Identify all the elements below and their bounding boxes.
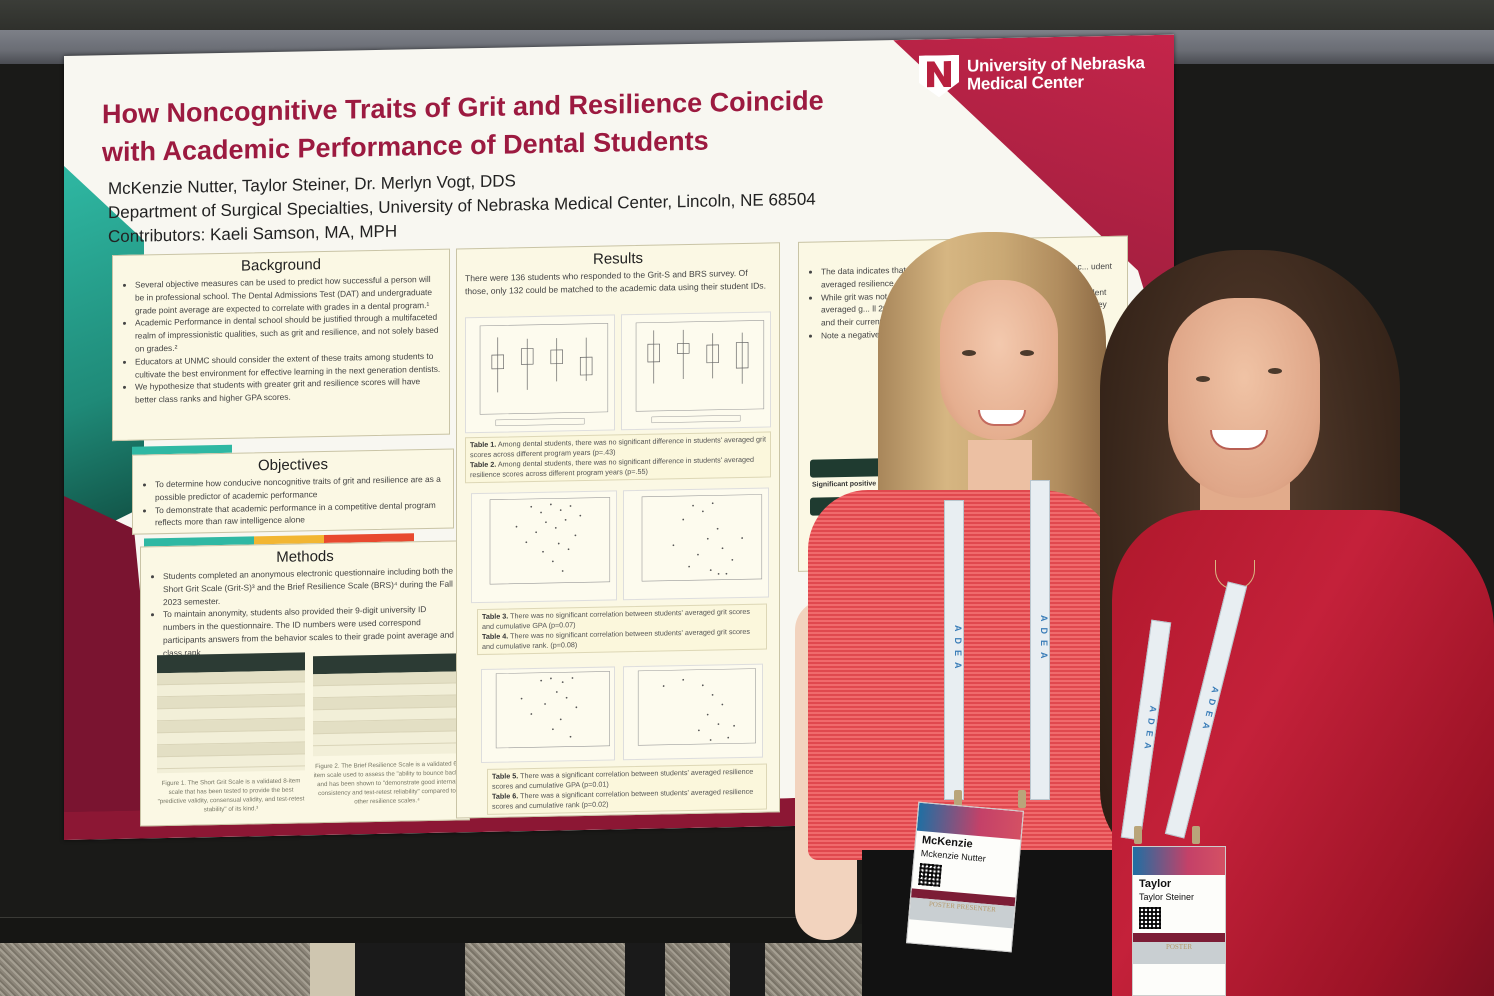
badge-header	[1133, 847, 1225, 875]
logo-line-2: Medical Center	[967, 72, 1084, 94]
objectives-section: Objectives To determine how conducive no…	[132, 448, 454, 535]
grit-gpa-scatter	[471, 490, 617, 604]
badge-clip	[1018, 790, 1026, 808]
face	[1168, 298, 1320, 498]
background-bullet: We hypothesize that students with greate…	[135, 375, 441, 406]
resilience-boxplot	[621, 311, 771, 431]
background-leg	[310, 943, 360, 996]
results-caption-1-2: Table 1. Among dental students, there wa…	[465, 431, 771, 484]
lanyard: ADEA	[1030, 480, 1050, 800]
methods-section: Methods Students completed an anonymous …	[140, 540, 470, 827]
table3-label: Table 3.	[482, 611, 509, 621]
badge-clip	[1192, 826, 1200, 844]
unmc-logo: University of Nebraska Medical Center	[919, 51, 1145, 97]
eye	[962, 350, 976, 356]
qr-code-icon	[1139, 907, 1161, 929]
resilience-scale-table	[313, 653, 459, 757]
table6-label: Table 6.	[492, 791, 519, 801]
results-caption-3-4: Table 3. There was no significant correl…	[477, 603, 767, 656]
resilience-rank-scatter	[623, 663, 763, 761]
display-board-bottom-rail	[0, 917, 820, 943]
table2-text: Among dental students, there was no sign…	[470, 454, 754, 480]
eye	[1268, 368, 1282, 374]
unmc-shield-icon	[919, 55, 959, 98]
badge-full-name: Taylor Steiner	[1139, 892, 1195, 902]
eye	[1196, 376, 1210, 382]
results-caption-5-6: Table 5. There was a significant correla…	[487, 763, 767, 815]
background-leg	[355, 943, 465, 996]
figure-2-caption: Figure 2. The Brief Resilience Scale is …	[313, 760, 461, 806]
grit-boxplot	[465, 314, 615, 434]
poster-ribbon: POSTER	[1133, 942, 1225, 964]
name-badge-mckenzie: McKenzie Mckenzie Nutter POSTER PRESENTE…	[906, 801, 1024, 953]
objectives-bullet: To demonstrate that academic performance…	[155, 498, 445, 529]
background-bullet: Academic Performance in dental school sh…	[135, 311, 441, 355]
research-poster: University of Nebraska Medical Center Ho…	[64, 34, 1174, 841]
background-leg	[625, 943, 665, 996]
methods-bullet: To maintain anonymity, students also pro…	[163, 603, 461, 660]
badge-first-name: Taylor	[1139, 878, 1172, 890]
name-badge-taylor: Taylor Taylor Steiner POSTER	[1132, 846, 1226, 996]
eye	[1020, 350, 1034, 356]
badge-ribbon	[1133, 933, 1225, 942]
table4-text: There was no significant correlation bet…	[482, 626, 750, 651]
results-section: Results There were 136 students who resp…	[456, 242, 780, 819]
table4-label: Table 4.	[482, 631, 509, 641]
lanyard: ADEA	[944, 500, 964, 800]
resilience-gpa-scatter	[481, 666, 615, 763]
figure-1-caption: Figure 1. The Short Grit Scale is a vali…	[157, 777, 305, 814]
red-knit-top	[808, 490, 1120, 860]
grit-rank-scatter	[623, 487, 769, 601]
table2-label: Table 2.	[470, 459, 497, 470]
badge-clip	[954, 790, 962, 808]
table1-label: Table 1.	[470, 439, 497, 450]
background-bullet: Several objective measures can be used t…	[135, 273, 441, 317]
table6-text: There was a significant correlation betw…	[492, 786, 754, 811]
poster-byline: McKenzie Nutter, Taylor Steiner, Dr. Mer…	[108, 164, 816, 250]
methods-bullet: Students completed an anonymous electron…	[163, 564, 461, 608]
badge-clip	[1134, 826, 1142, 844]
qr-code-icon	[918, 863, 942, 887]
background-section: Background Several objective measures ca…	[112, 248, 450, 442]
results-intro: There were 136 students who responded to…	[465, 267, 766, 297]
grit-scale-table	[157, 652, 305, 774]
background-leg	[730, 943, 765, 996]
poster-title: How Noncognitive Traits of Grit and Resi…	[102, 85, 824, 168]
table5-label: Table 5.	[492, 771, 519, 781]
